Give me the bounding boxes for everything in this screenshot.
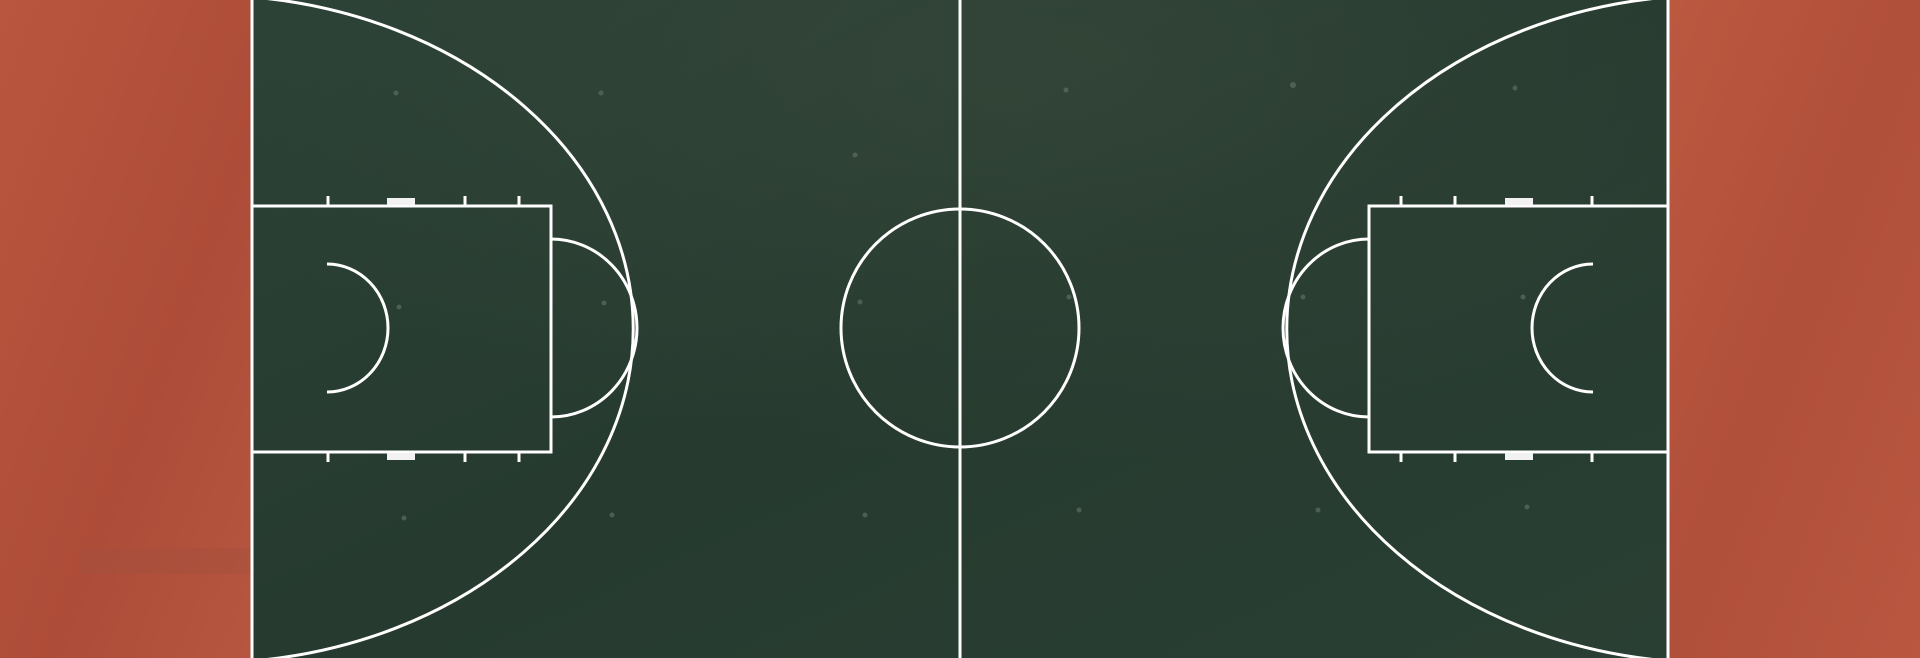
court-scuffs	[393, 82, 1530, 521]
center-circle	[839, 207, 1081, 449]
left-block-bottom	[387, 453, 415, 460]
surround-right	[1668, 0, 1920, 658]
right-free-throw-semicircle	[1281, 237, 1370, 419]
right-restricted-arc	[1530, 262, 1594, 394]
right-three-point-arc	[1285, 0, 1654, 658]
left-restricted-arc	[326, 262, 390, 394]
left-lane-marks-top	[326, 196, 521, 206]
left-key	[250, 204, 553, 454]
right-block-top	[1505, 198, 1533, 205]
right-lane-marks-top	[1399, 196, 1594, 206]
left-lane-marks-bottom	[326, 452, 521, 462]
right-key	[1367, 204, 1670, 454]
surround-left-patch	[80, 548, 252, 574]
left-three-point-arc	[266, 0, 635, 658]
left-free-throw-semicircle	[550, 237, 639, 419]
left-block-top	[387, 198, 415, 205]
right-lane-marks-bottom	[1399, 452, 1594, 462]
right-block-bottom	[1505, 453, 1533, 460]
